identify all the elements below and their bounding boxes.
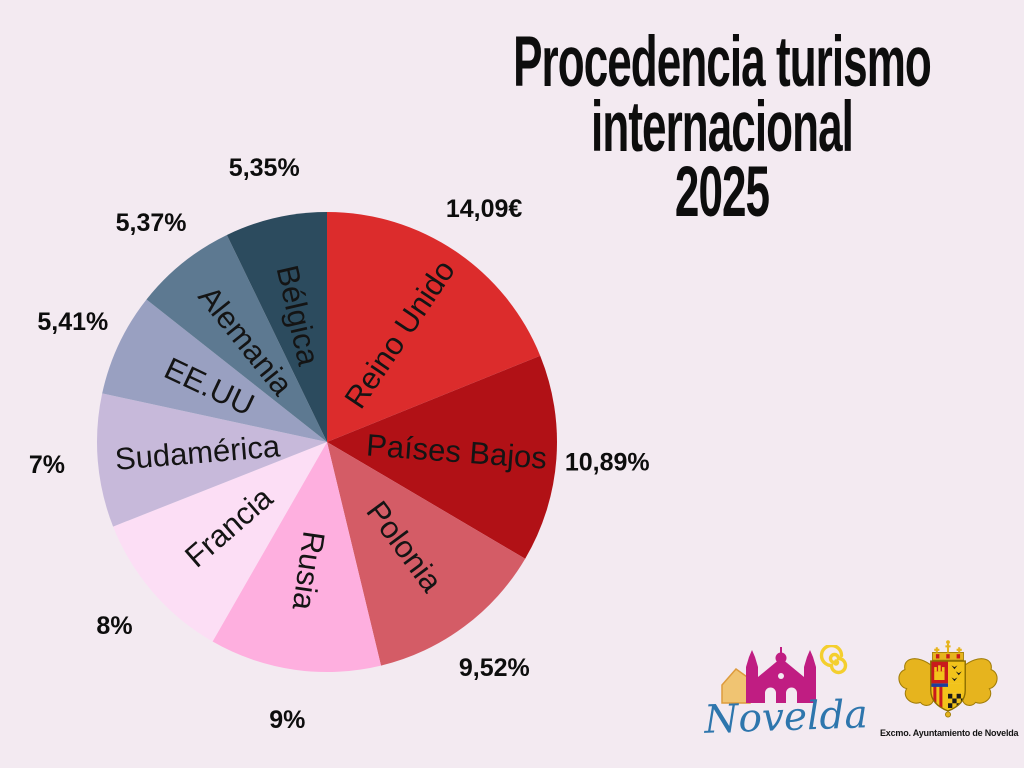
pie-slice-alemania [146, 234, 327, 442]
pie-slice-value-reino-unido: 14,09€ [446, 195, 523, 223]
sanctuary-icon [746, 647, 816, 703]
pie-slice-value-rusia: 9% [269, 706, 305, 734]
pie-slice-value-belgica: 5,35% [229, 154, 300, 182]
crown-icon [931, 640, 964, 661]
pie-slice-polonia [327, 442, 526, 666]
novelda-tourism-logo: Novelda [700, 643, 872, 743]
pie-slice-ee-uu [102, 299, 327, 442]
pie-slice-francia [113, 442, 327, 642]
ayuntamiento-caption: Excmo. Ayuntamiento de Novelda [880, 728, 1019, 738]
pie-slice-value-alemania: 5,37% [116, 209, 187, 237]
pie-slice-value-francia: 8% [96, 612, 132, 640]
coat-of-arms-icon [897, 640, 998, 718]
pie-slice-value-paises-bajos: 10,89% [565, 449, 650, 477]
pie-slice-value-sudamerica: 7% [29, 451, 65, 479]
pie-slice-rusia [212, 442, 382, 672]
pie-slice-belgica [226, 212, 327, 442]
chart-title: Procedencia turismo internacional 2025 [454, 23, 990, 232]
chart-title-line-2: internacional [591, 88, 854, 167]
ayuntamiento-logo: Excmo. Ayuntamiento de Novelda [880, 638, 1019, 738]
pie-slice-value-ee-uu: 5,41% [37, 308, 108, 336]
novelda-wordmark: Novelda [703, 692, 869, 743]
sun-spiral-icon [819, 643, 848, 675]
novelda-sanctuary-icon [721, 643, 848, 704]
pie-slice-value-polonia: 9,52% [459, 654, 530, 682]
pie-slice-paises-bajos [327, 355, 557, 559]
chart-title-line-3: 2025 [674, 153, 770, 232]
pie-slice-sudamerica [96, 393, 327, 527]
chart-title-line-1: Procedencia turismo [513, 23, 932, 102]
pie-slice-reino-unido [327, 212, 541, 442]
